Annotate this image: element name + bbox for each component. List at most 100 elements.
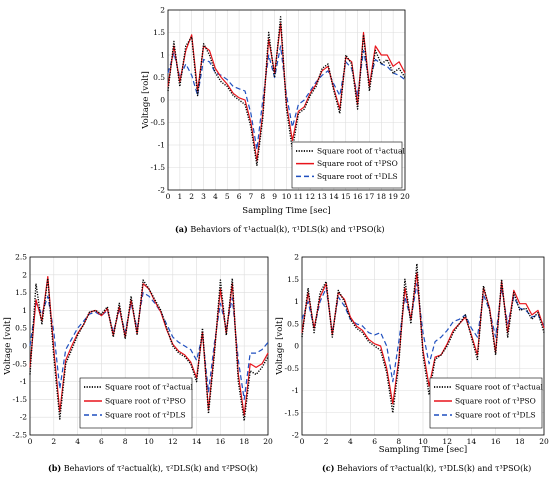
x-tick-label: 14 <box>329 192 339 201</box>
x-tick-label: 5 <box>225 192 230 201</box>
y-tick-label: -1.5 <box>151 163 166 172</box>
legend-label-dls: Square root of τ¹DLS <box>317 172 398 181</box>
y-tick-label: 2 <box>22 270 27 279</box>
legend-box <box>429 377 543 429</box>
y-axis-label: Voltage [volt] <box>3 317 13 376</box>
legend-label-dls: Square root of τ²DLS <box>105 411 186 420</box>
x-tick-label: 1 <box>177 192 182 201</box>
x-tick-label: 10 <box>144 437 154 446</box>
caption-b-body: τ²actual(k), τ²DLS(k) and τ²PSO(k) <box>116 464 258 473</box>
x-tick-label: 0 <box>166 192 171 201</box>
y-tick-label: 1.5 <box>15 288 27 297</box>
caption-c-tag: (c) <box>322 463 335 473</box>
x-tick-label: 2 <box>189 192 194 201</box>
y-tick-label: 0 <box>160 96 165 105</box>
y-tick-label: -1.5 <box>285 408 300 417</box>
x-tick-label: 6 <box>99 437 104 446</box>
x-tick-label: 19 <box>388 192 398 201</box>
plot-frame <box>167 9 406 191</box>
legend-label-actual: Square root of τ¹actual <box>317 147 405 156</box>
y-tick-label: -2 <box>292 431 300 440</box>
x-tick-label: 11 <box>294 192 304 201</box>
x-tick-label: 15 <box>341 192 351 201</box>
legend-label-pso: Square root of τ³PSO <box>455 397 536 406</box>
legend-label-actual: Square root of τ²actual <box>105 383 193 392</box>
y-tick-label: 0.5 <box>15 324 27 333</box>
series-line-dls <box>29 292 269 400</box>
caption-b: (b) Behaviors of τ²actual(k), τ²DLS(k) a… <box>48 463 258 473</box>
y-tick-label: 0 <box>294 342 299 351</box>
y-tick-label: 0.5 <box>153 73 165 82</box>
y-tick-label: -1 <box>158 141 165 150</box>
x-tick-label: 12 <box>442 437 452 446</box>
x-tick-label: 20 <box>400 192 410 201</box>
caption-b-tag: (b) <box>48 463 62 473</box>
legend-box <box>79 377 193 429</box>
y-tick-label: -0.5 <box>151 118 166 127</box>
x-tick-label: 3 <box>201 192 206 201</box>
x-tick-label: 16 <box>216 437 226 446</box>
x-tick-label: 2 <box>324 437 329 446</box>
x-tick-label: 4 <box>213 192 218 201</box>
x-tick-label: 12 <box>168 437 178 446</box>
caption-a-body: τ¹actual(k), τ¹DLS(k) and τ¹PSO(k) <box>243 225 385 234</box>
y-tick-label: -2 <box>20 413 28 422</box>
x-tick-label: 10 <box>282 192 292 201</box>
series-line-actual <box>29 277 269 422</box>
x-tick-label: 4 <box>348 437 353 446</box>
x-tick-label: 0 <box>28 437 33 446</box>
caption-b-pre: Behaviors of <box>63 464 117 473</box>
x-tick-label: 20 <box>263 437 273 446</box>
x-tick-label: 4 <box>75 437 80 446</box>
x-tick-label: 9 <box>272 192 277 201</box>
y-tick-label: 0 <box>22 342 27 351</box>
y-tick-label: 1 <box>294 297 299 306</box>
y-tick-label: 1.5 <box>287 275 299 284</box>
y-axis-label: Voltage [volt] <box>275 317 285 376</box>
x-tick-label: 8 <box>260 192 265 201</box>
legend-label-actual: Square root of τ³actual <box>455 383 543 392</box>
x-tick-label: 18 <box>377 192 387 201</box>
x-tick-label: 8 <box>396 437 401 446</box>
x-tick-label: 8 <box>123 437 128 446</box>
y-tick-label: -2 <box>158 186 166 195</box>
chart-panel-2: 0 2 4 6 8 10 12 14 16 18 20 -2 -1.5 -1 -0.5 0 0.5 1 1.5 2 Sa… <box>275 253 549 456</box>
y-tick-label: -0.5 <box>285 364 300 373</box>
y-tick-label: 2.5 <box>15 253 27 262</box>
y-tick-label: 1 <box>22 306 27 315</box>
caption-c: (c) Behaviors of τ³actual(k), τ³DLS(k) a… <box>322 463 531 473</box>
x-tick-label: 14 <box>467 437 477 446</box>
y-tick-label: 2 <box>294 253 299 262</box>
caption-a: (a) Behaviors of τ¹actual(k), τ¹DLS(k) a… <box>175 224 385 234</box>
x-axis-label: Sampling Time [sec] <box>242 206 330 216</box>
x-tick-label: 14 <box>192 437 202 446</box>
y-tick-label: -0.5 <box>13 359 28 368</box>
x-tick-label: 12 <box>305 192 315 201</box>
x-tick-label: 18 <box>239 437 249 446</box>
y-tick-label: 0.5 <box>287 319 299 328</box>
series-line-actual <box>167 16 406 167</box>
x-tick-label: 6 <box>372 437 377 446</box>
x-tick-label: 7 <box>249 192 254 201</box>
y-tick-label: -1 <box>292 386 299 395</box>
caption-a-tag: (a) <box>175 224 188 234</box>
legend-label-pso: Square root of τ²PSO <box>105 397 186 406</box>
x-tick-label: 17 <box>365 192 375 201</box>
caption-c-pre: Behaviors of <box>337 464 391 473</box>
caption-c-body: τ³actual(k), τ³DLS(k) and τ³PSO(k) <box>390 464 532 473</box>
legend-box <box>291 141 403 189</box>
plot-frame <box>301 256 545 436</box>
x-tick-label: 16 <box>491 437 501 446</box>
y-tick-label: 1.5 <box>153 28 165 37</box>
legend-label-dls: Square root of τ³DLS <box>455 411 536 420</box>
x-axis-label: Sampling Time [sec] <box>379 445 467 455</box>
y-tick-label: -1.5 <box>13 395 28 404</box>
x-tick-label: 0 <box>300 437 305 446</box>
y-tick-label: -2.5 <box>13 431 28 440</box>
chart-panel-0: 0 1 2 3 4 5 6 7 8 9 10 11 12 13 14 15 16 17 18 19 20-2-1.5-1… <box>141 6 410 217</box>
y-tick-label: -1 <box>20 377 27 386</box>
x-tick-label: 2 <box>51 437 56 446</box>
x-tick-label: 13 <box>317 192 327 201</box>
x-tick-label: 10 <box>418 437 428 446</box>
